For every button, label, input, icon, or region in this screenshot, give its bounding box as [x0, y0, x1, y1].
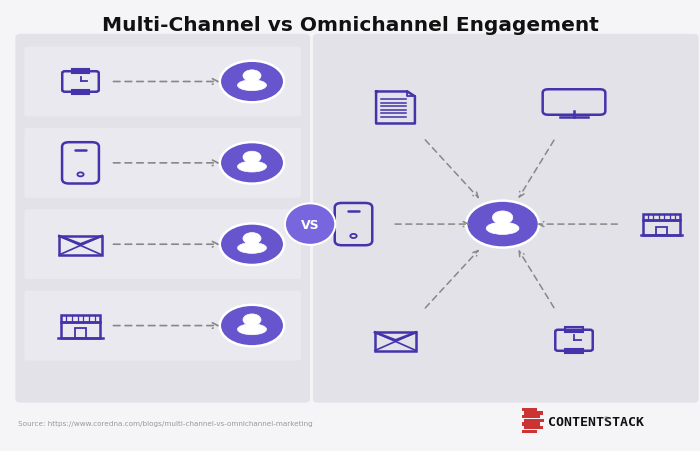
Ellipse shape — [237, 81, 267, 92]
Circle shape — [243, 314, 261, 326]
Ellipse shape — [237, 243, 267, 254]
Circle shape — [220, 305, 284, 347]
Circle shape — [220, 62, 284, 103]
Bar — [522, 408, 537, 411]
Bar — [60, 236, 102, 255]
Bar — [522, 415, 540, 419]
Ellipse shape — [237, 324, 267, 335]
FancyBboxPatch shape — [15, 35, 310, 403]
Bar — [522, 429, 537, 433]
Bar — [72, 69, 89, 74]
FancyBboxPatch shape — [25, 210, 301, 280]
Bar — [61, 315, 101, 322]
Circle shape — [492, 212, 513, 225]
Bar — [375, 332, 416, 351]
Ellipse shape — [237, 162, 267, 173]
Bar — [61, 322, 101, 338]
Circle shape — [220, 224, 284, 265]
Text: ®: ® — [602, 417, 608, 422]
Circle shape — [243, 233, 261, 244]
Bar — [75, 329, 86, 338]
Text: Multi-Channel vs Omnichannel Engagement: Multi-Channel vs Omnichannel Engagement — [102, 16, 598, 35]
Bar — [72, 91, 89, 95]
Text: Source: https://www.coredna.com/blogs/multi-channel-vs-omnichannel-marketing: Source: https://www.coredna.com/blogs/mu… — [18, 420, 312, 426]
Text: CONTENTSTACK: CONTENTSTACK — [548, 415, 644, 428]
FancyBboxPatch shape — [313, 35, 699, 403]
Circle shape — [243, 152, 261, 163]
Ellipse shape — [285, 204, 335, 245]
FancyBboxPatch shape — [25, 291, 301, 361]
Bar — [522, 422, 540, 426]
Circle shape — [466, 201, 539, 248]
FancyBboxPatch shape — [25, 47, 301, 117]
Circle shape — [220, 143, 284, 184]
Bar — [524, 419, 544, 422]
Bar — [566, 349, 582, 354]
FancyBboxPatch shape — [25, 129, 301, 198]
Bar — [524, 426, 542, 429]
Ellipse shape — [486, 223, 519, 235]
Text: VS: VS — [301, 218, 319, 231]
Bar — [524, 411, 542, 415]
Bar — [643, 221, 680, 236]
Circle shape — [243, 71, 261, 82]
Bar — [643, 215, 680, 221]
Bar — [656, 227, 667, 236]
Bar — [566, 327, 582, 332]
